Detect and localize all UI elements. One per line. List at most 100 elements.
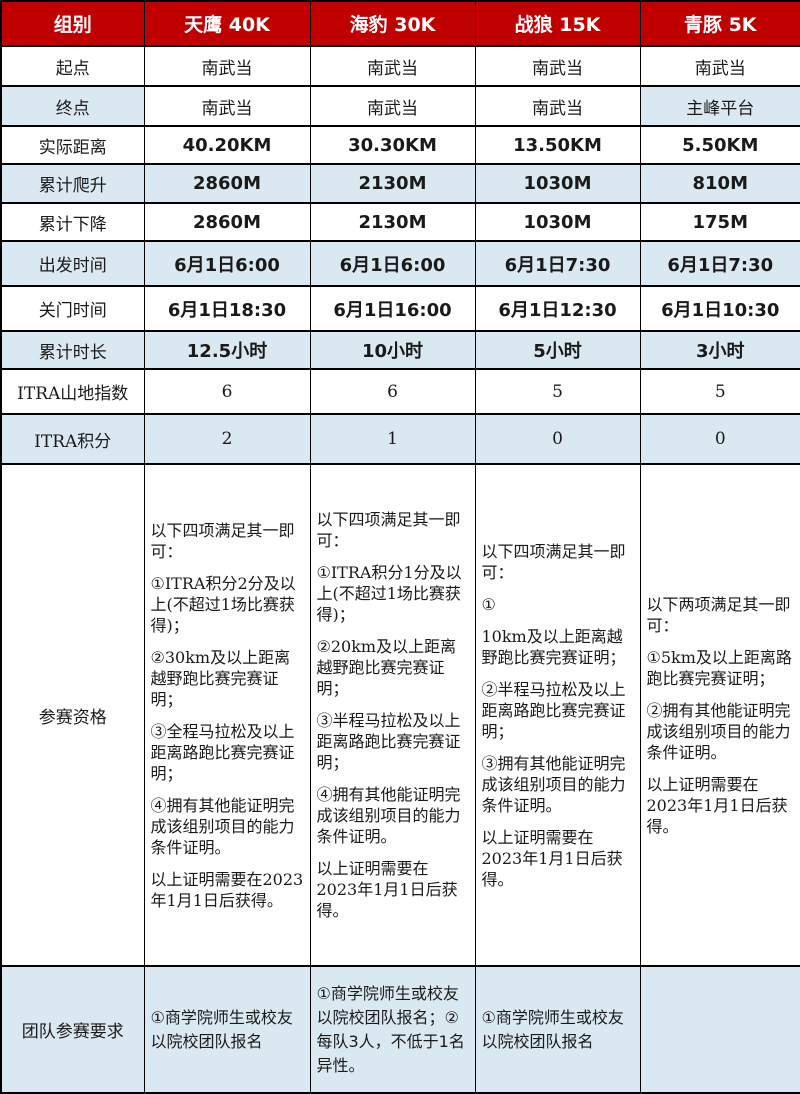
row-elevation-gain: 累计爬升 2860M 2130M 1030M 810M xyxy=(0,163,800,204)
table-cell: 12.5小时 xyxy=(143,330,311,370)
row-label: 实际距离 xyxy=(0,125,145,165)
qualification-paragraph: 以上证明需要在2023年1月1日后获得。 xyxy=(316,859,458,920)
table-cell: 5.50KM xyxy=(639,125,800,165)
qualification-paragraph: 以下两项满足其一即可： xyxy=(646,594,791,635)
qualification-paragraph: 10km及以上距离越野跑比赛完赛证明； xyxy=(481,626,626,667)
table-cell: 南武当 xyxy=(474,85,641,127)
table-cell: 南武当 xyxy=(143,45,311,87)
row-label: 参赛资格 xyxy=(0,463,145,967)
qualification-cell-wolf-15k: 以下四项满足其一即可： ① 10km及以上距离越野跑比赛完赛证明； ②半程马拉松… xyxy=(474,463,641,967)
table-cell: 0 xyxy=(639,413,800,465)
table-cell: 3小时 xyxy=(639,330,800,370)
qualification-paragraph: ③全程马拉松及以上距离路跑比赛完赛证明； xyxy=(150,721,295,783)
table-cell: 5 xyxy=(639,368,800,415)
table-cell: 2 xyxy=(143,413,311,465)
row-label: 团队参赛要求 xyxy=(0,965,145,1094)
row-start-point: 起点 南武当 南武当 南武当 南武当 xyxy=(0,45,800,87)
qualification-cell-dolphin-5k: 以下两项满足其一即可： ①5km及以上距离路跑比赛完赛证明； ②拥有其他能证明完… xyxy=(639,463,800,967)
table-cell: 6月1日7:30 xyxy=(639,240,800,287)
header-wolf-15k: 战狼 15K xyxy=(474,0,641,47)
qualification-paragraph: 以上证明需要在2023年1月1日后获得。 xyxy=(646,774,788,836)
table-cell: 10小时 xyxy=(309,330,476,370)
row-label: 累计时长 xyxy=(0,330,145,370)
table-cell: 6月1日16:00 xyxy=(309,285,476,332)
table-cell: 175M xyxy=(639,202,800,242)
qualification-paragraph: ①ITRA积分2分及以上(不超过1场比赛获得)； xyxy=(150,573,296,635)
qualification-paragraph: 以下四项满足其一即可： xyxy=(316,510,461,550)
row-itra-mountain-index: ITRA山地指数 6 6 5 5 xyxy=(0,368,800,415)
qualification-cell-eagle-40k: 以下四项满足其一即可： ①ITRA积分2分及以上(不超过1场比赛获得)； ②30… xyxy=(143,463,311,967)
qualification-paragraph: 以上证明需要在2023年1月1日后获得。 xyxy=(150,869,304,910)
table-cell: 6月1日6:00 xyxy=(309,240,476,287)
row-label: 终点 xyxy=(0,85,145,127)
table-cell: 6月1日7:30 xyxy=(474,240,641,287)
table-cell: 0 xyxy=(474,413,641,465)
table-cell: 5小时 xyxy=(474,330,641,370)
table-cell: 主峰平台 xyxy=(639,85,800,127)
table-cell: 1030M xyxy=(474,163,641,204)
table-cell: 2860M xyxy=(143,202,311,242)
table-cell: 5 xyxy=(474,368,641,415)
table-cell: 6月1日10:30 xyxy=(639,285,800,332)
row-label: 累计爬升 xyxy=(0,163,145,204)
table-cell: 2130M xyxy=(309,163,476,204)
row-label: ITRA山地指数 xyxy=(0,368,145,415)
table-cell: 6 xyxy=(309,368,476,415)
row-total-duration: 累计时长 12.5小时 10小时 5小时 3小时 xyxy=(0,330,800,370)
qualification-paragraph: 以上证明需要在2023年1月1日后获得。 xyxy=(481,827,623,889)
qualification-paragraph: 以下四项满足其一即可： xyxy=(150,520,295,561)
header-dolphin-5k: 青豚 5K xyxy=(639,0,800,47)
table-cell: 13.50KM xyxy=(474,125,641,165)
qualification-paragraph: ①ITRA积分1分及以上(不超过1场比赛获得)； xyxy=(316,563,462,624)
qualification-paragraph: ②30km及以上距离越野跑比赛完赛证明； xyxy=(150,647,291,709)
header-eagle-40k: 天鹰 40K xyxy=(143,0,311,47)
row-team-requirement: 团队参赛要求 ①商学院师生或校友以院校团队报名 ①商学院师生或校友以院校团队报名… xyxy=(0,965,800,1094)
table-cell: 6 xyxy=(143,368,311,415)
row-label: 起点 xyxy=(0,45,145,87)
header-row: 组别 天鹰 40K 海豹 30K 战狼 15K 青豚 5K xyxy=(0,0,800,47)
team-cell-seal-30k: ①商学院师生或校友以院校团队报名；②每队3人，不低于1名异性。 xyxy=(309,965,476,1094)
qualification-paragraph: ②半程马拉松及以上距离路跑比赛完赛证明； xyxy=(481,679,626,741)
row-label: 出发时间 xyxy=(0,240,145,287)
qualification-paragraph: ④拥有其他能证明完成该组别项目的能力条件证明。 xyxy=(150,795,295,857)
row-start-time: 出发时间 6月1日6:00 6月1日6:00 6月1日7:30 6月1日7:30 xyxy=(0,240,800,287)
qualification-paragraph: ① xyxy=(481,594,496,614)
table-cell: 南武当 xyxy=(474,45,641,87)
team-cell-eagle-40k: ①商学院师生或校友以院校团队报名 xyxy=(143,965,311,1094)
table-cell: 2130M xyxy=(309,202,476,242)
qualification-paragraph: 以下四项满足其一即可： xyxy=(481,541,626,582)
row-cutoff-time: 关门时间 6月1日18:30 6月1日16:00 6月1日12:30 6月1日1… xyxy=(0,285,800,332)
row-qualification: 参赛资格 以下四项满足其一即可： ①ITRA积分2分及以上(不超过1场比赛获得)… xyxy=(0,463,800,967)
table-cell: 40.20KM xyxy=(143,125,311,165)
header-seal-30k: 海豹 30K xyxy=(309,0,476,47)
qualification-paragraph: ②20km及以上距离越野跑比赛完赛证明； xyxy=(316,637,457,698)
qualification-cell-seal-30k: 以下四项满足其一即可： ①ITRA积分1分及以上(不超过1场比赛获得)； ②20… xyxy=(309,463,476,967)
row-elevation-loss: 累计下降 2860M 2130M 1030M 175M xyxy=(0,202,800,242)
qualification-paragraph: ④拥有其他能证明完成该组别项目的能力条件证明。 xyxy=(316,785,461,846)
header-group-label: 组别 xyxy=(0,0,145,47)
qualification-paragraph: ③拥有其他能证明完成该组别项目的能力条件证明。 xyxy=(481,753,626,815)
team-cell-dolphin-5k xyxy=(639,965,800,1094)
row-label: 累计下降 xyxy=(0,202,145,242)
table-cell: 南武当 xyxy=(309,85,476,127)
table-cell: 6月1日6:00 xyxy=(143,240,311,287)
row-itra-points: ITRA积分 2 1 0 0 xyxy=(0,413,800,465)
qualification-paragraph: ②拥有其他能证明完成该组别项目的能力条件证明。 xyxy=(646,700,791,762)
table-cell: 1 xyxy=(309,413,476,465)
team-cell-wolf-15k: ①商学院师生或校友以院校团队报名 xyxy=(474,965,641,1094)
table-cell: 1030M xyxy=(474,202,641,242)
row-actual-distance: 实际距离 40.20KM 30.30KM 13.50KM 5.50KM xyxy=(0,125,800,165)
table-cell: 2860M xyxy=(143,163,311,204)
table-cell: 810M xyxy=(639,163,800,204)
table-cell: 6月1日18:30 xyxy=(143,285,311,332)
table-cell: 30.30KM xyxy=(309,125,476,165)
row-label: ITRA积分 xyxy=(0,413,145,465)
table-cell: 南武当 xyxy=(309,45,476,87)
qualification-paragraph: ③半程马拉松及以上距离路跑比赛完赛证明； xyxy=(316,711,461,772)
table-cell: 6月1日12:30 xyxy=(474,285,641,332)
row-label: 关门时间 xyxy=(0,285,145,332)
row-finish-point: 终点 南武当 南武当 南武当 主峰平台 xyxy=(0,85,800,127)
table-cell: 南武当 xyxy=(639,45,800,87)
table-cell: 南武当 xyxy=(143,85,311,127)
